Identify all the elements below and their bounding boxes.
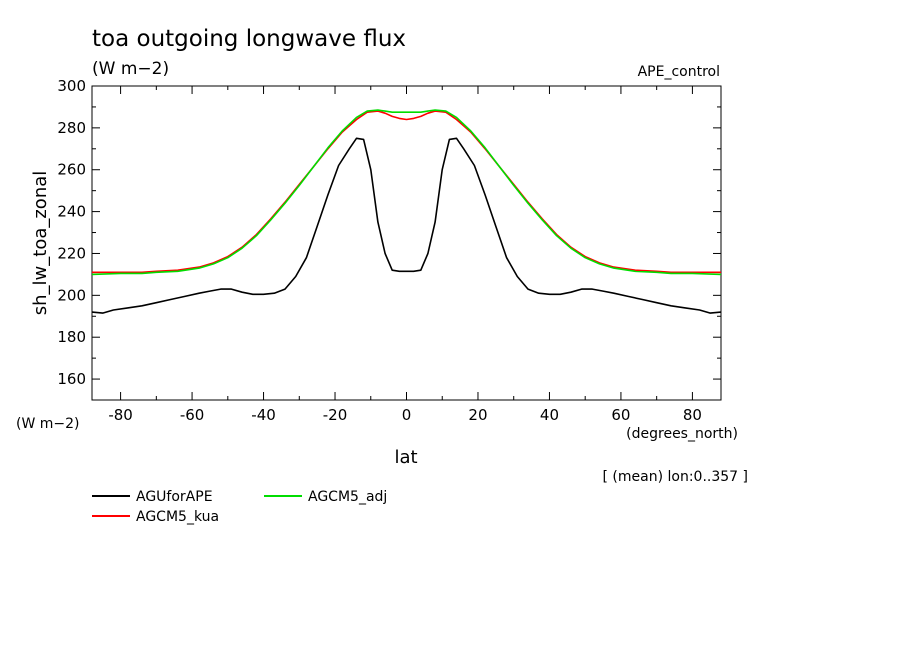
y-tick-label: 260 [57,161,86,179]
x-tick-label: 40 [540,406,559,424]
x-tick-label: 20 [468,406,487,424]
x-tick-label: 80 [683,406,702,424]
plot-area: -80 -60 -40 -20 0 20 40 60 80 160 180 200 220 240 260 2… [57,77,722,424]
chart-title: toa outgoing longwave flux [92,26,406,52]
x-tick-label: 0 [402,406,412,424]
x-axis-label: lat [394,447,417,468]
y-tick-label: 280 [57,119,86,137]
x-tick-label: -80 [108,406,133,424]
y-tick-label: 220 [57,244,86,262]
legend-label-agcm5-kua: AGCM5_kua [136,509,219,525]
x-axis-units: (degrees_north) [626,426,738,442]
experiment-label: APE_control [638,64,720,80]
y-axis-units: (W m−2) [16,416,80,432]
series-line-agcm5-adj [91,109,722,276]
y-tick-label: 160 [57,370,86,388]
averaging-note: [ (mean) lon:0..357 ] [603,469,748,485]
y-axis-label: sh_lw_toa_zonal [30,171,51,316]
legend-label-agcm5-adj: AGCM5_adj [308,489,387,505]
legend: AGUforAPE AGCM5_kua AGCM5_adj [92,489,387,525]
series-lines [91,109,722,314]
legend-label-agufor-ape: AGUforAPE [136,489,213,505]
y-tick-label: 200 [57,286,86,304]
x-tick-label: -40 [251,406,276,424]
x-tick-label: -20 [323,406,348,424]
series-line-aguforape [91,137,722,314]
y-tick-label: 300 [57,77,86,95]
y-tick-label: 180 [57,328,86,346]
plot-frame [91,85,722,401]
axis-ticks: -80 -60 -40 -20 0 20 40 60 80 160 180 200 220 240 260 2… [57,77,721,424]
x-tick-label: -60 [180,406,205,424]
chart-units: (W m−2) [92,59,169,79]
x-tick-label: 60 [611,406,630,424]
series-line-agcm5-kua [92,110,721,274]
y-tick-label: 240 [57,203,86,221]
